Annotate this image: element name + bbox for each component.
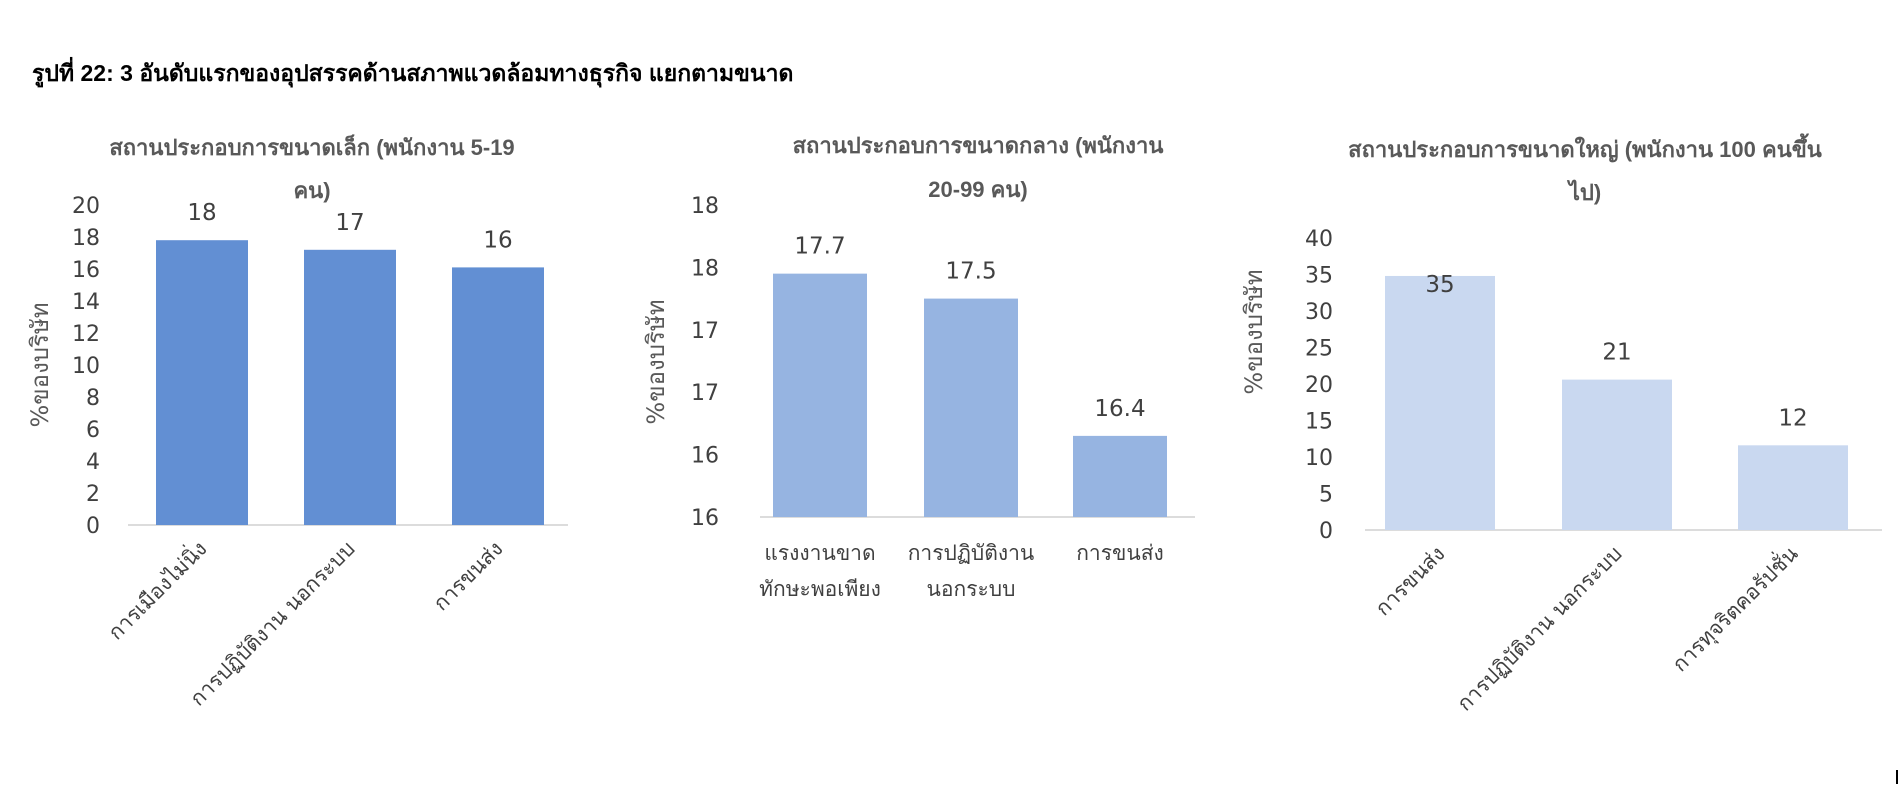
y-tick-label: 35 [1305,264,1333,289]
data-label: 35 [1425,272,1454,298]
category-label: การปฏิบัติงาน นอกระบบ [1452,542,1626,716]
data-label: 17.5 [945,259,996,285]
y-tick-label: 10 [72,354,100,379]
y-tick-label: 18 [691,194,719,219]
bar [304,249,396,526]
chart-3: สถานประกอบการขนาดใหญ่ (พนักงาน 100 คนขึ้… [1240,133,1882,716]
y-tick-label: 18 [691,256,719,281]
data-label: 17 [335,210,364,236]
y-axis-label: %ของบริษัท [642,299,670,424]
category-label: การทุจริตคอรัปชั่น [1666,539,1804,677]
y-tick-label: 20 [72,194,100,219]
y-tick-label: 10 [1305,446,1333,471]
y-tick-label: 0 [86,514,100,539]
category-label: การขนส่ง [429,537,508,616]
data-label: 21 [1602,340,1631,366]
category-label: นอกระบบ [927,577,1016,601]
y-tick-label: 15 [1305,410,1333,435]
y-axis-label: %ของบริษัท [26,302,54,427]
category-label: การปฏิบัติงาน [908,541,1035,565]
category-label: การปฏิบัติงาน นอกระบบ [185,537,359,711]
chart-title-line: สถานประกอบการขนาดใหญ่ (พนักงาน 100 คนขึ้… [1348,133,1822,163]
y-tick-label: 16 [691,444,719,469]
y-tick-label: 17 [691,381,719,406]
y-tick-label: 4 [86,450,100,475]
y-tick-label: 16 [72,258,100,283]
y-axis-label: %ของบริษัท [1240,269,1268,394]
category-label: การขนส่ง [1076,541,1164,565]
chart-title-line: สถานประกอบการขนาดเล็ก (พนักงาน 5-19 [109,133,514,160]
bar [1562,379,1672,530]
y-tick-label: 0 [1319,519,1333,544]
y-tick-label: 14 [72,290,100,315]
bar [1738,445,1848,530]
chart-title-line: สถานประกอบการขนาดกลาง (พนักงาน [793,133,1164,158]
y-tick-label: 25 [1305,337,1333,362]
bar [452,267,544,525]
y-tick-label: 6 [86,418,100,443]
chart-title-line: 20-99 คน) [928,177,1027,202]
bar [1073,435,1167,517]
y-tick-label: 20 [1305,373,1333,398]
chart-title-line: ไป) [1567,179,1601,205]
y-tick-label: 17 [691,319,719,344]
y-tick-label: 40 [1305,227,1333,252]
bar [773,273,867,517]
y-tick-label: 2 [86,482,100,507]
category-label: ทักษะพอเพียง [759,577,881,601]
category-label: การเมืองไม่นิ่ง [101,534,211,644]
y-tick-label: 5 [1319,483,1333,508]
bar [924,298,1018,517]
corner-mark [1890,770,1898,784]
data-label: 16 [483,227,512,253]
chart-2: สถานประกอบการขนาดกลาง (พนักงาน 20-99 คน)%… [642,133,1195,601]
chart-1: สถานประกอบการขนาดเล็ก (พนักงาน 5-19 คน) %ข… [26,133,568,711]
y-tick-label: 18 [72,226,100,251]
data-label: 18 [187,200,216,226]
bar [156,240,248,525]
chart-title-line: คน) [293,178,330,203]
bar [1385,275,1495,530]
y-tick-label: 16 [691,506,719,531]
data-label: 16.4 [1094,396,1145,422]
y-tick-label: 30 [1305,300,1333,325]
category-label: การขนส่ง [1371,542,1450,621]
y-tick-label: 12 [72,322,100,347]
data-label: 12 [1778,405,1807,431]
data-label: 17.7 [794,234,845,260]
y-tick-label: 8 [86,386,100,411]
category-label: แรงงานขาด [764,541,875,565]
figure-title: รูปที่ 22: 3 อันดับแรกของอุปสรรคด้านสภาพ… [32,60,794,86]
